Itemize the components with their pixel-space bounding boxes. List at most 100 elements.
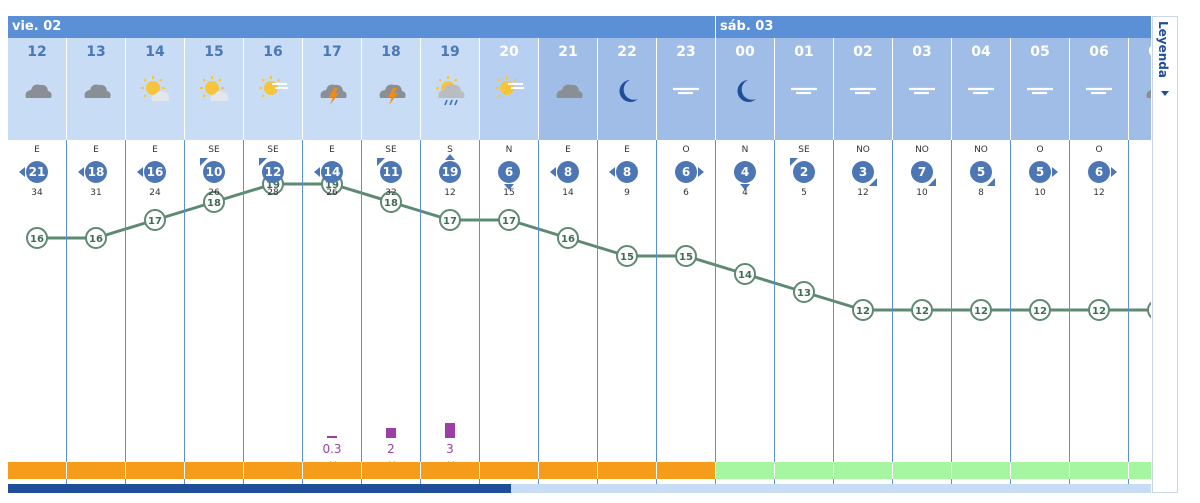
temperature-value: 17 [502,216,516,227]
temperature-point: 16 [85,227,107,249]
wind-arrow-icon [698,167,704,177]
hour-label: 22 [617,44,637,60]
fog-icon [905,74,939,108]
hour-cell: 12 [8,38,67,140]
hour-cell: 23 [657,38,716,140]
hour-cell: 00 [716,38,775,140]
wind-speed-badge: 4 [734,161,756,190]
wind-arrow-icon [377,158,385,166]
hour-label: 13 [86,44,106,60]
hour-label: 20 [499,44,519,60]
temperature-value: 12 [915,306,929,317]
hour-label: 04 [971,44,991,60]
wind-arrow-icon [445,154,455,160]
hour-cell: 13 [67,38,126,140]
hour-cell: 03 [893,38,952,140]
sun-rain-icon [433,74,467,108]
wind-arrow-icon [1052,167,1058,177]
hour-cell: 18 [362,38,421,140]
wind-speed-badge: 8 [550,161,579,183]
forecast-grid: 16 16 17 18 19 19 18 17 17 16 15 15 14 13 12 12 12 12 12 12… [8,16,1151,491]
cloudy-icon [1141,74,1151,108]
cloudy-icon [79,74,113,108]
wind-arrow-icon [869,178,877,186]
wind-speed-badge: 5 [970,161,995,186]
wind-speed-badge: 18 [78,161,107,183]
temperature-point: 17 [498,209,520,231]
wind-gust: 8 [978,188,984,198]
wind-speed-badge: 19 [439,154,461,183]
temperature-value: 12 [1092,306,1106,317]
temperature-value: 12 [856,306,870,317]
hour-label: 16 [263,44,283,60]
wind-speed-badge: 6 [675,161,704,183]
rain-amount: 0.3 [322,442,342,456]
legend-toggle[interactable]: Leyenda [1152,16,1178,493]
wind-direction: SE [798,145,810,155]
forecast-column: SE 12 28 [244,140,303,484]
temperature-point: 12 [1147,301,1151,319]
hour-cell: 02 [834,38,893,140]
forecast-column: N 6 15 [480,140,539,484]
uv-strip [834,462,893,479]
wind-gust: 9 [624,188,630,198]
hour-cell: 05 [1011,38,1070,140]
uv-strip [657,462,716,479]
day-header: vie. 02 [8,16,716,38]
uv-strip [952,462,1011,479]
uv-strip [421,462,480,479]
wind-direction: SE [267,145,279,155]
fog-icon [1023,74,1057,108]
chevron-down-icon [1161,91,1169,96]
temperature-marker [1147,301,1151,319]
horizontal-scrollbar[interactable] [8,484,1151,493]
fog-icon [964,74,998,108]
wind-direction: NO [974,145,988,155]
forecast-column: E 16 24 [126,140,185,484]
temperature-marker [616,245,638,267]
uv-strip [126,462,185,479]
temperature-value: 15 [620,252,634,263]
wind-direction: O [1036,145,1044,155]
wind-gust: 14 [562,188,574,198]
wind-direction: O [682,145,690,155]
temperature-marker [734,263,756,285]
temperature-marker [852,299,874,321]
hour-label: 14 [145,44,165,60]
temperature-point: 12 [1029,299,1051,321]
hour-cell: 07 [1129,38,1151,140]
uv-strip [775,462,834,479]
wind-arrow-icon [609,167,615,177]
storm-icon [374,74,408,108]
temperature-value: 15 [679,252,693,263]
scrollbar-thumb[interactable] [8,484,511,493]
wind-direction: E [565,145,571,155]
wind-gust: 4 [742,188,748,198]
hour-label: 03 [912,44,932,60]
hour-label: 19 [440,44,460,60]
uv-strip [185,462,244,479]
wind-arrow-icon [987,178,995,186]
temperature-value: 16 [30,234,44,245]
uv-strip [244,462,303,479]
uv-strip [480,462,539,479]
wind-gust: 5 [801,188,807,198]
rain-bar [327,436,337,438]
temperature-marker [144,209,166,231]
temperature-value: 13 [797,288,811,299]
rain-bar [445,423,455,438]
temperature-point: 15 [675,245,697,267]
wind-gust: 26 [326,188,338,198]
rain-amount: 2 [387,442,395,456]
wind-direction: S [447,145,453,155]
temperature-value: 16 [89,234,103,245]
forecast-column: NO 5 8 [952,140,1011,484]
hour-label: 15 [204,44,224,60]
uv-strip [67,462,126,479]
temperature-value: 16 [561,234,575,245]
hour-label: 06 [1089,44,1109,60]
forecast-column: N [1129,140,1151,484]
wind-gust: 10 [916,188,928,198]
